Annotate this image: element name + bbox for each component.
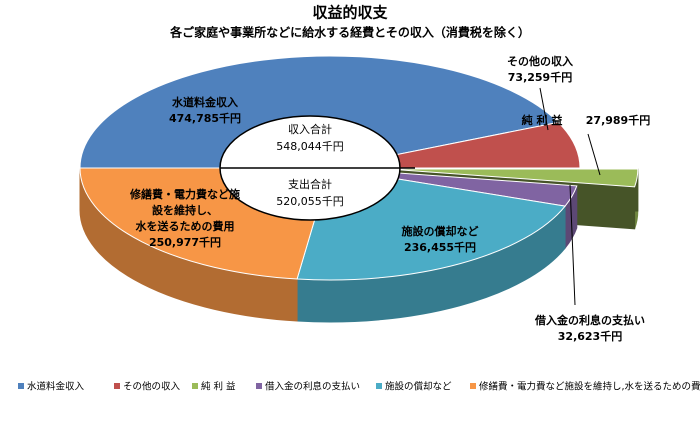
legend-swatch [256,383,262,389]
legend-label: その他の収入 [123,381,181,393]
legend-label: 水道料金収入 [27,381,85,393]
slice-label: 借入金の利息の支払い [534,313,645,327]
slice-value: 27,989千円 [586,113,650,127]
legend-swatch [376,383,382,389]
legend-swatch [114,383,120,389]
slice-value: 73,259千円 [508,70,572,84]
chart-subtitle: 各ご家庭や事業所などに給水する経費とその収入（消費税を除く） [169,25,530,40]
slice-label: 純 利 益 [522,113,563,127]
legend-swatch [192,383,198,389]
slice-value: 236,455千円 [404,240,476,254]
slice-label: 修繕費・電力費など施 [129,187,240,201]
slice-value: 474,785千円 [169,111,241,125]
slice-label: その他の収入 [507,54,573,68]
slice-label: 施設の償却など [402,224,479,238]
leader-line [587,133,601,176]
pie-slice [79,55,560,169]
legend-label: 純 利 益 [201,381,236,393]
leader-line [539,87,549,131]
legend-label: 施設の償却など [385,381,452,393]
slice-label: 水道料金収入 [172,95,238,109]
legend-label: 借入金の利息の支払い [265,381,360,393]
pie-slice [387,168,639,188]
chart-title: 収益的収支 [312,4,388,22]
leader-line [569,184,576,306]
center-label: 支出合計 [288,177,332,191]
center-value: 520,055千円 [276,195,344,208]
center-value: 548,044千円 [276,140,344,153]
slice-label: 水を送るための費用 [136,219,235,233]
legend-swatch [470,383,476,389]
slice-value: 250,977千円 [149,235,221,249]
slice-value: 32,623千円 [558,329,622,343]
legend-label: 修繕費・電力費など施設を維持し,水を送るための費用 [479,381,700,393]
center-label: 収入合計 [288,122,332,136]
legend: 水道料金収入 その他の収入 純 利 益 借入金の利息の支払い 施設の償却など 修繕費・電力… [18,381,700,393]
legend-swatch [18,383,24,389]
slice-label: 設を維持し、 [152,203,218,217]
